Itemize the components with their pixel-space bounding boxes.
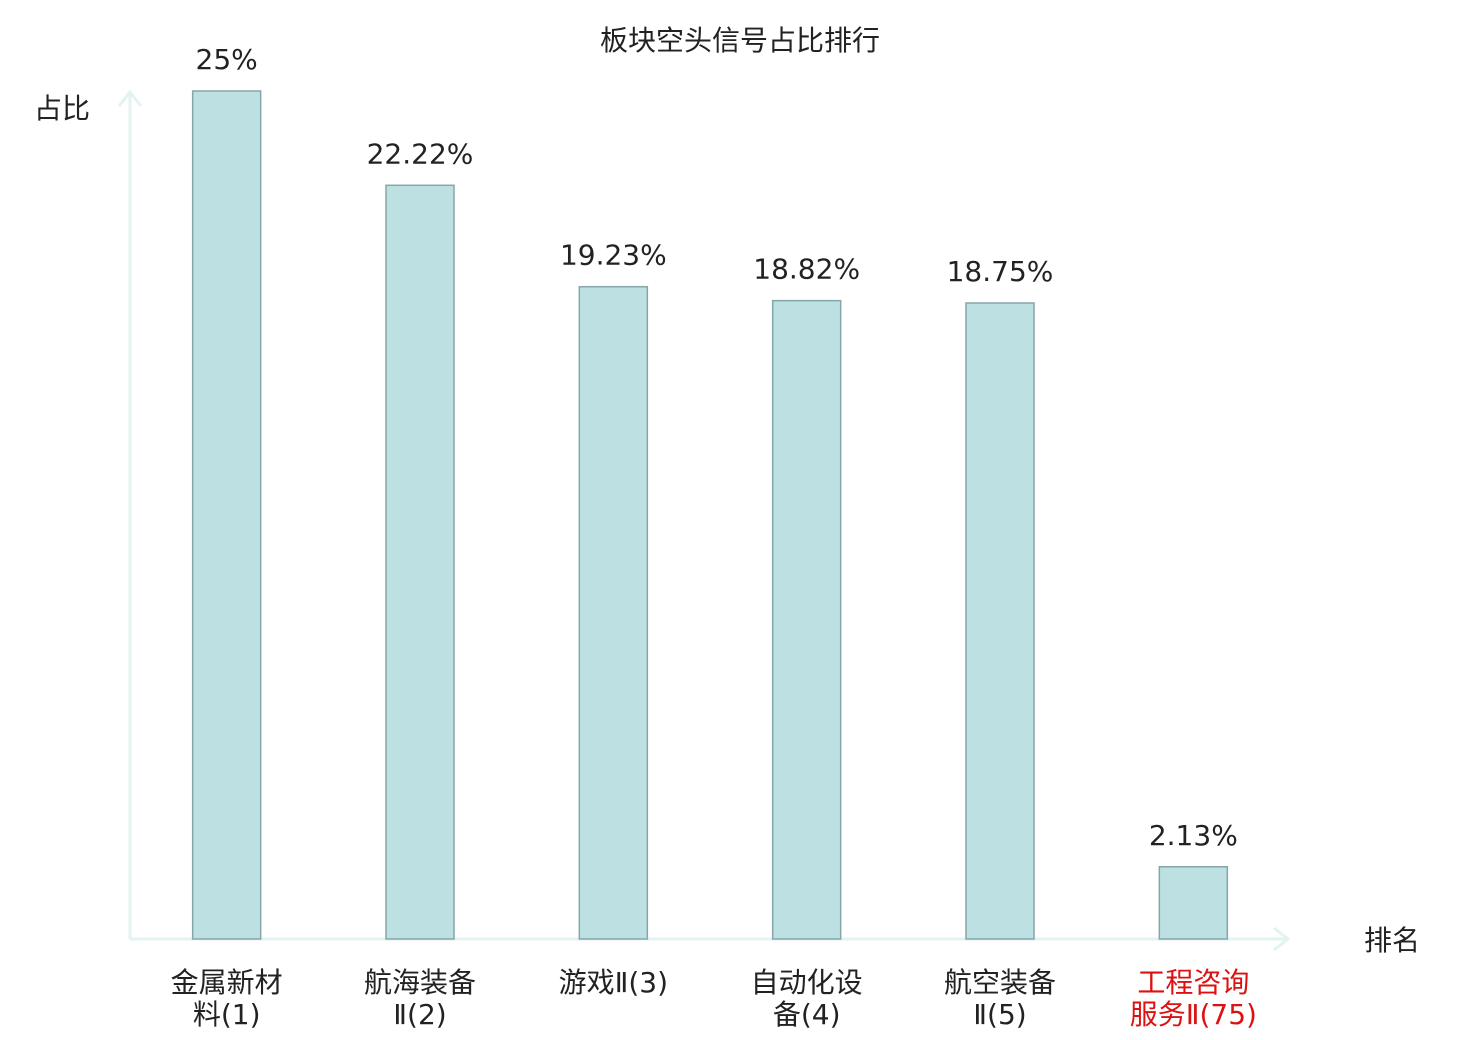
y-axis-label: 占比 xyxy=(34,92,90,125)
x-tick-label: 金属新材料(1) xyxy=(171,966,283,1031)
x-tick-label: 自动化设备(4) xyxy=(751,966,863,1031)
x-tick-label: 游戏Ⅱ(3) xyxy=(559,966,668,999)
bar xyxy=(385,184,455,940)
x-tick-label: 航空装备 Ⅱ(5) xyxy=(944,966,1056,1031)
value-label: 2.13% xyxy=(1149,819,1238,852)
x-tick-label: 工程咨询服务Ⅱ(75) xyxy=(1130,966,1257,1031)
value-label: 25% xyxy=(196,43,258,76)
x-axis xyxy=(130,926,1291,952)
bar xyxy=(771,299,842,940)
x-tick-label: 航海装备 Ⅱ(2) xyxy=(364,966,476,1031)
value-label: 18.75% xyxy=(947,255,1054,288)
y-axis xyxy=(117,89,143,939)
bar xyxy=(578,285,649,940)
bar xyxy=(191,90,262,940)
x-axis-label: 排名 xyxy=(1364,924,1420,957)
value-label: 22.22% xyxy=(367,137,474,170)
bar xyxy=(1158,866,1229,940)
bar xyxy=(965,302,1035,940)
chart-title: 板块空头信号占比排行 xyxy=(600,24,880,57)
value-label: 18.82% xyxy=(753,253,860,286)
value-label: 19.23% xyxy=(560,239,667,272)
